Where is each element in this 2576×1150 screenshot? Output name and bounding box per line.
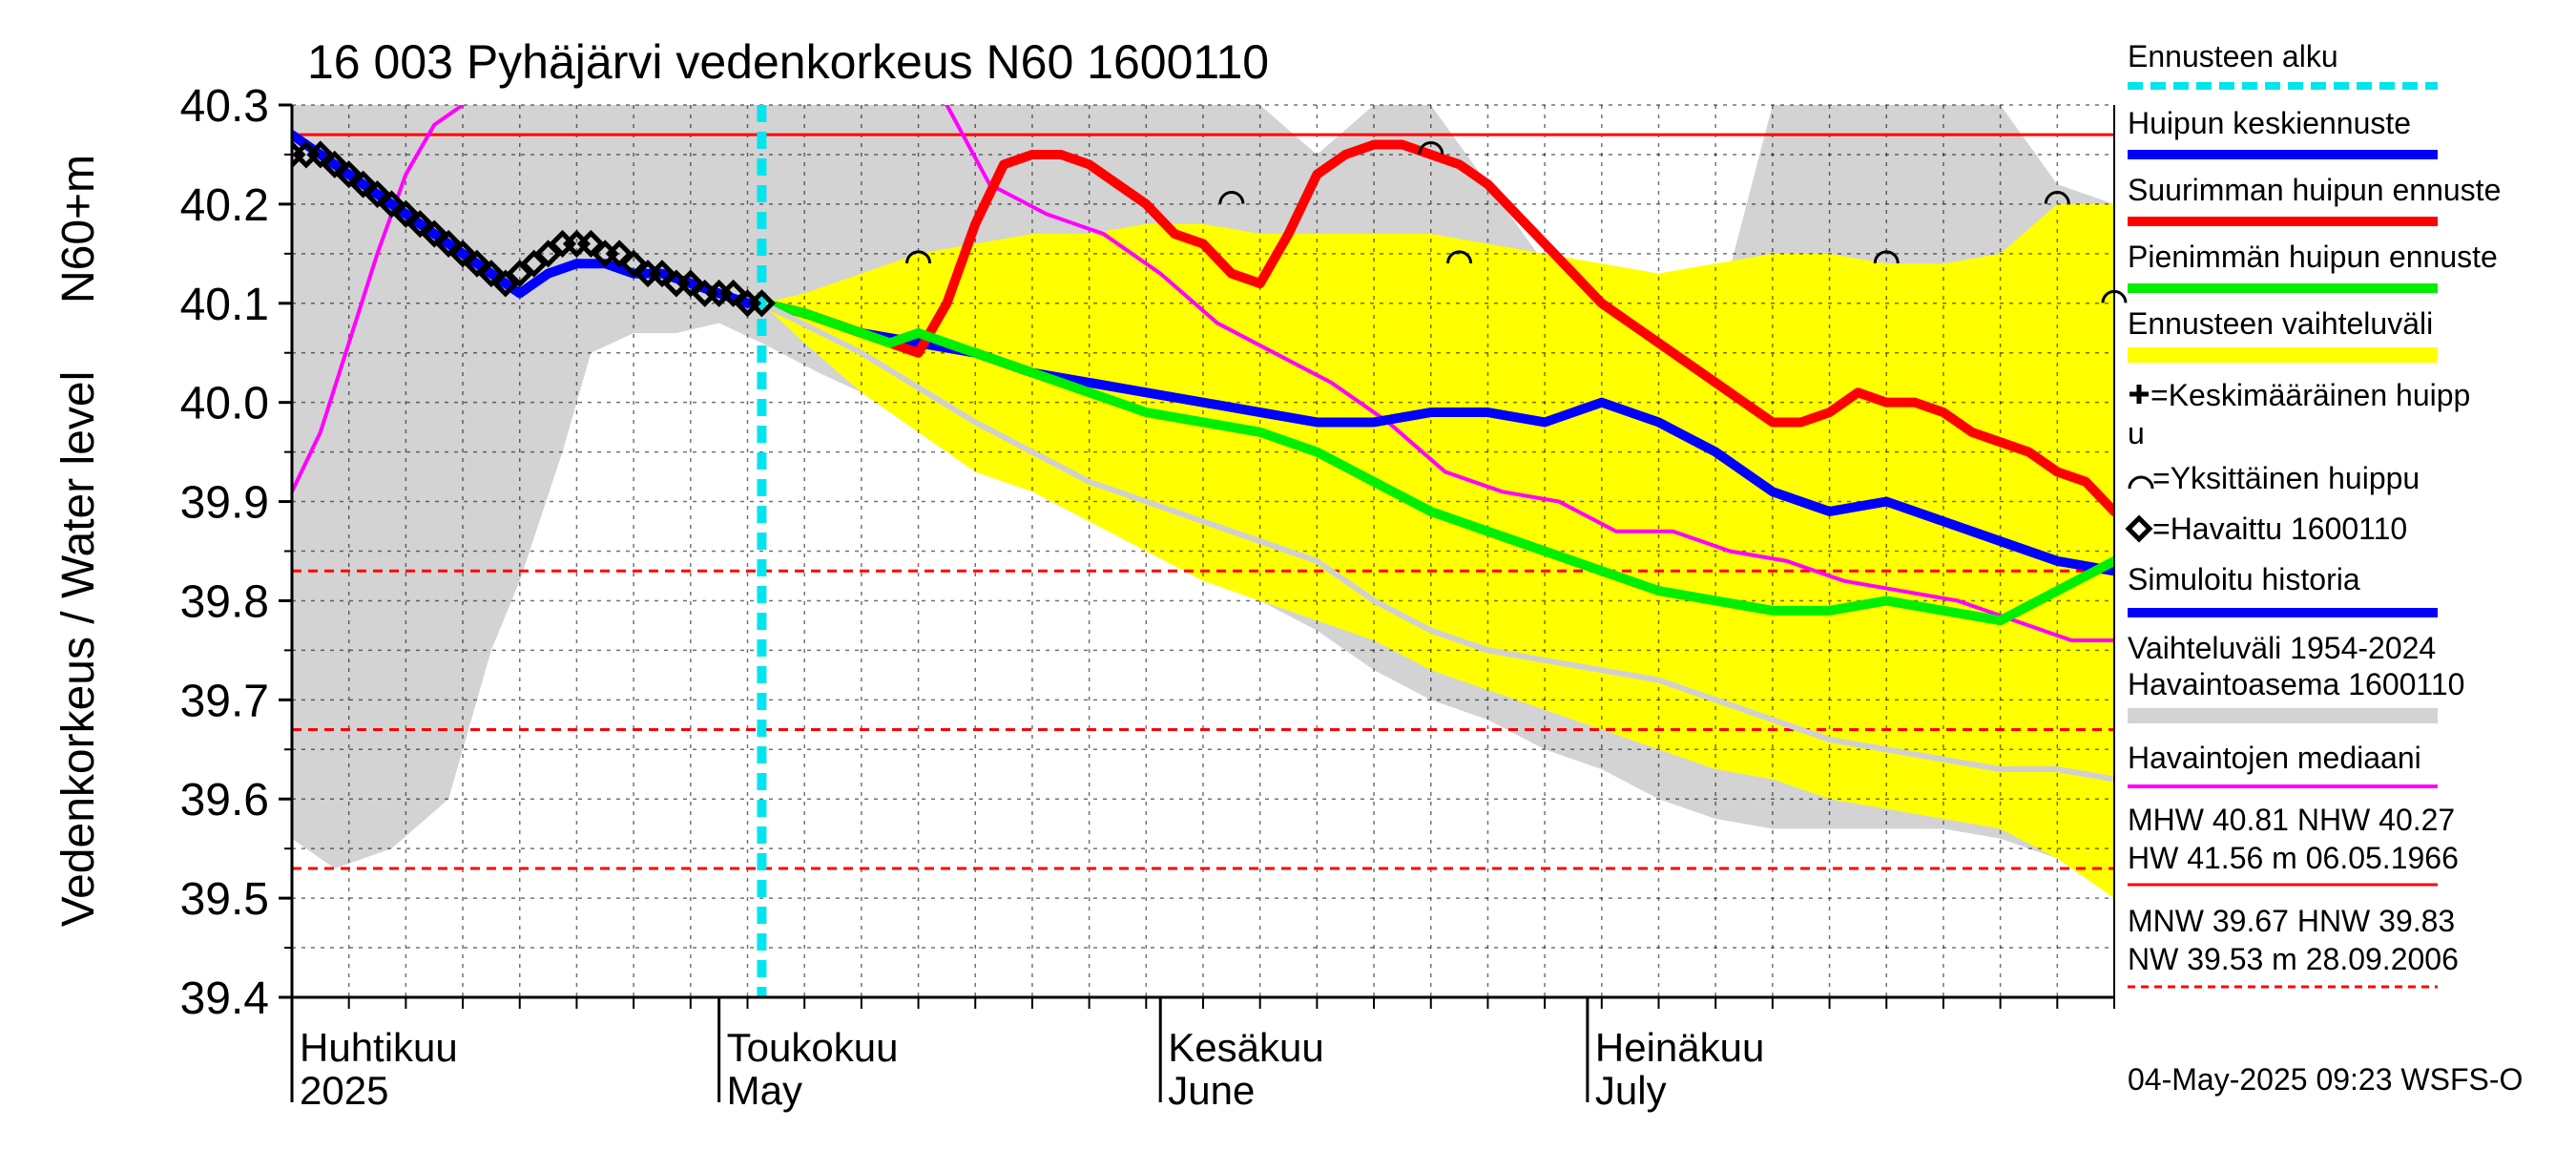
legend-label: Havaintojen mediaani	[2128, 741, 2421, 775]
legend-label-cont: u	[2128, 416, 2145, 450]
legend-label: Simuloitu historia	[2128, 562, 2360, 596]
legend-label: Suurimman huipun ennuste	[2128, 173, 2501, 207]
legend-label-cont: Havaintoasema 1600110	[2128, 667, 2464, 701]
observed-point	[448, 240, 477, 268]
y-tick-label: 40.3	[180, 81, 269, 132]
single-peak-marker	[1418, 141, 1444, 155]
legend-swatch	[2128, 708, 2438, 723]
x-month-label-fi: Heinäkuu	[1595, 1025, 1764, 1070]
observed-point	[377, 190, 405, 219]
observed-point	[420, 220, 448, 248]
stats-line-3: MNW 39.67 HNW 39.83	[2128, 904, 2455, 938]
legend-arc-icon	[2128, 475, 2154, 490]
single-peak-marker	[2044, 191, 2070, 204]
legend-label: =Havaittu 1600110	[2152, 512, 2407, 546]
single-peak-marker	[1446, 250, 1473, 263]
y-axis-label-outer: Vedenkorkeus / Water level	[53, 371, 104, 928]
x-month-label-en: July	[1595, 1068, 1667, 1113]
observed-point	[349, 170, 378, 199]
single-peak-marker	[1218, 191, 1245, 204]
y-axis-label-inner: N60+m	[53, 155, 104, 303]
legend-label: =Keskimääräinen huipp	[2150, 378, 2470, 412]
y-tick-label: 39.6	[180, 775, 269, 826]
y-tick-label: 39.4	[180, 973, 269, 1024]
observed-point	[405, 210, 434, 239]
legend-label: Ennusteen vaihteluväli	[2128, 306, 2433, 341]
observed-point	[321, 150, 349, 178]
x-month-label-fi: Kesäkuu	[1168, 1025, 1323, 1070]
observed-point	[648, 260, 676, 288]
stats-line-4: NW 39.53 m 28.09.2006	[2128, 942, 2459, 976]
x-month-label-fi: Huhtikuu	[300, 1025, 458, 1070]
observed-point	[363, 179, 392, 209]
y-tick-label: 40.2	[180, 180, 269, 231]
series-line-0	[292, 105, 466, 494]
x-month-label-fi: Toukokuu	[727, 1025, 899, 1070]
stats-line-1: MHW 40.81 NHW 40.27	[2128, 803, 2455, 837]
footer-timestamp: 04-May-2025 09:23 WSFS-O	[2128, 1062, 2523, 1097]
single-peak-marker	[905, 250, 932, 263]
observed-point	[463, 249, 491, 278]
legend-label: =Yksittäinen huippu	[2152, 461, 2420, 495]
y-tick-label: 39.8	[180, 576, 269, 627]
chart-title: 16 003 Pyhäjärvi vedenkorkeus N60 160011…	[307, 35, 1269, 89]
x-month-label-en: May	[727, 1068, 802, 1113]
y-tick-label: 40.1	[180, 280, 269, 330]
observed-point	[434, 229, 463, 258]
series-line-5	[757, 298, 2114, 626]
observed-point	[391, 199, 420, 228]
observed-point	[576, 229, 605, 258]
x-month-label-en: June	[1168, 1068, 1255, 1113]
observed-point	[747, 289, 776, 318]
legend-diamond-icon	[2125, 514, 2153, 543]
single-peak-marker	[1873, 250, 1900, 263]
observed-point	[605, 240, 634, 268]
observed-point	[477, 260, 506, 288]
series-line-1	[945, 105, 2114, 642]
legend-label: Huipun keskiennuste	[2128, 106, 2411, 140]
observed-point	[335, 160, 364, 189]
legend-label: Vaihteluväli 1954-2024	[2128, 631, 2436, 665]
y-tick-label: 39.7	[180, 676, 269, 726]
legend-label: Ennusteen alku	[2128, 39, 2338, 73]
observed-point	[306, 140, 335, 169]
y-tick-label: 39.9	[180, 478, 269, 529]
x-month-label-en: 2025	[300, 1068, 388, 1113]
y-tick-label: 40.0	[180, 379, 269, 429]
y-tick-label: 39.5	[180, 874, 269, 925]
legend-swatch	[2128, 347, 2438, 363]
observed-point	[719, 279, 748, 307]
observed-point	[619, 249, 648, 278]
series-line-4	[757, 139, 2114, 516]
legend-label: Pienimmän huipun ennuste	[2128, 240, 2498, 274]
stats-line-2: HW 41.56 m 06.05.1966	[2128, 841, 2459, 875]
observed-point	[676, 269, 705, 298]
series-line-6	[758, 300, 2114, 783]
